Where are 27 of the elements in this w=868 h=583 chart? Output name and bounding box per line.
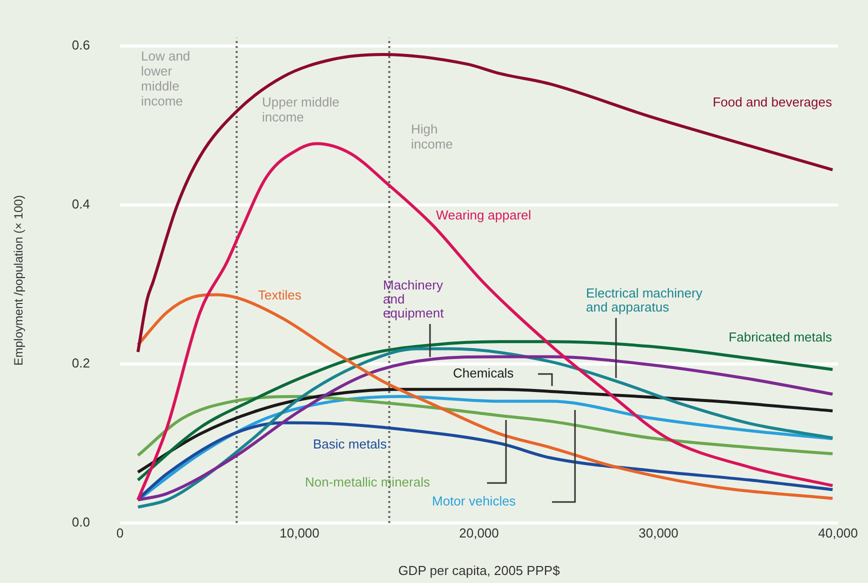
- text: Non-metallic minerals: [305, 474, 430, 490]
- line-series: [136, 395, 834, 457]
- y-tick-label: 0.4: [72, 196, 90, 212]
- text: Machinery and equipment: [383, 278, 444, 321]
- text: Motor vehicles: [432, 494, 516, 509]
- series-label: Chemicals: [453, 366, 514, 381]
- x-axis-title: GDP per capita, 2005 PPP$: [398, 562, 561, 578]
- annotation: Upper middle income: [262, 94, 340, 125]
- series-label: Basic metals: [313, 436, 388, 452]
- line-series: [136, 388, 834, 474]
- annotation: High income: [411, 122, 453, 152]
- y-tick-label: 0.6: [72, 37, 90, 52]
- y-tick-label: 0.0: [72, 514, 90, 530]
- annotation: Low and lower middle income: [141, 48, 190, 109]
- x-tick-label: 10,000: [280, 525, 320, 540]
- series-label: Food and beverages: [712, 94, 832, 110]
- series-label: Textiles: [258, 288, 302, 303]
- x-tick-label: 30,000: [638, 525, 678, 540]
- line-series: [136, 53, 834, 354]
- series-label: Wearing apparel: [436, 208, 532, 223]
- series-label: Fabricated metals: [728, 330, 832, 345]
- y-tick-label: 0.2: [72, 355, 90, 370]
- x-tick-label: 40,000: [818, 525, 858, 540]
- text: Electrical machinery and apparatus: [586, 286, 703, 315]
- x-tick-label: 0: [116, 525, 124, 540]
- y-axis-title: Employment /population (× 100): [12, 195, 26, 366]
- x-tick-label: 20,000: [459, 525, 499, 540]
